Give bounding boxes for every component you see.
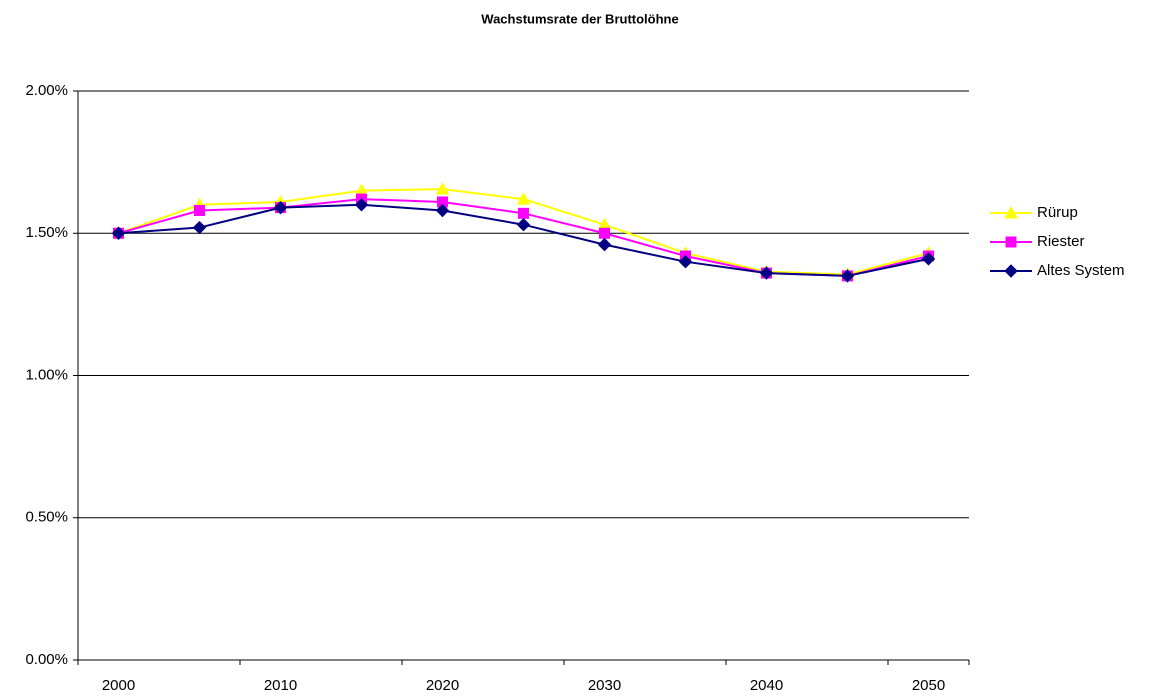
data-point [354, 198, 369, 212]
y-tick-label: 0.50% [25, 509, 68, 526]
legend-marker [1005, 236, 1017, 248]
data-point [516, 192, 531, 205]
x-tick-label: 2000 [102, 677, 135, 694]
data-point [518, 207, 529, 219]
legend-label: Riester [1037, 233, 1085, 250]
x-tick-label: 2040 [750, 677, 783, 694]
legend-marker [1004, 264, 1018, 278]
y-tick-label: 2.00% [25, 82, 68, 99]
data-point [111, 226, 126, 240]
data-point [192, 220, 207, 235]
data-point [840, 269, 855, 283]
data-point [273, 200, 288, 215]
data-point [194, 204, 205, 216]
data-point [599, 227, 610, 239]
data-point [516, 218, 531, 232]
y-tick-label: 0.00% [25, 651, 68, 668]
data-point [597, 237, 612, 252]
data-point [921, 252, 936, 266]
data-point [435, 203, 450, 218]
x-tick-label: 2020 [426, 677, 459, 694]
legend-label: Altes System [1037, 262, 1125, 279]
y-tick-label: 1.50% [25, 224, 68, 241]
data-point [759, 266, 774, 280]
legend-marker [1004, 205, 1018, 219]
x-tick-label: 2010 [264, 677, 297, 694]
y-tick-label: 1.00% [25, 366, 68, 383]
x-tick-label: 2030 [588, 677, 621, 694]
x-tick-label: 2050 [912, 677, 945, 694]
chart-title: Wachstumsrate der Bruttolöhne [481, 11, 678, 26]
data-point [435, 182, 450, 195]
legend-label: Rürup [1037, 204, 1078, 221]
data-point [678, 254, 693, 269]
